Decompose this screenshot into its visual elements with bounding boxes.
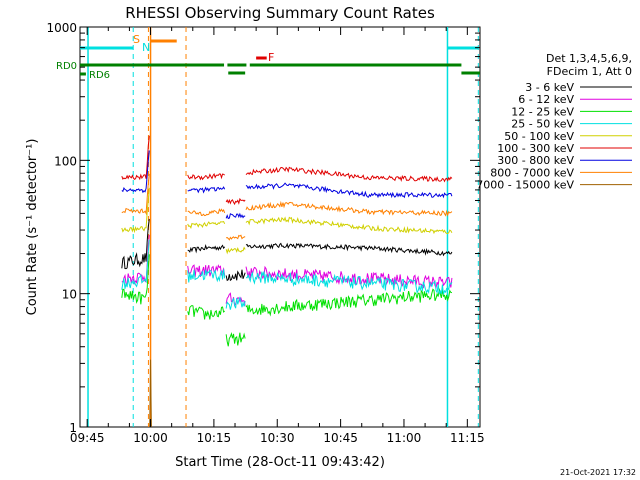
flag-s-label: S	[133, 33, 140, 46]
series-line	[225, 212, 246, 220]
flag-n-label: N	[142, 41, 150, 54]
series-line	[225, 296, 246, 310]
y-tick-label: 1000	[46, 21, 77, 35]
series-line	[121, 150, 150, 194]
y-axis-label: Count Rate (s⁻¹ detector⁻¹)	[25, 139, 40, 316]
legend-item-label: 300 - 800 keV	[497, 154, 574, 167]
legend-header-2: FDecim 1, Att 0	[547, 65, 632, 78]
y-tick-label: 10	[62, 288, 77, 302]
x-tick-label: 10:15	[197, 431, 232, 445]
series-line	[121, 218, 150, 270]
flag-rd6-label: RD6	[89, 70, 110, 81]
legend-header-1: Det 1,3,4,5,6,9,	[546, 52, 632, 65]
series-line	[187, 173, 225, 181]
y-tick-label: 100	[54, 154, 77, 168]
series-line	[225, 332, 246, 347]
legend-item-label: 6 - 12 keV	[518, 93, 574, 106]
series-line	[187, 269, 226, 283]
series-line	[187, 221, 226, 229]
x-tick-label: 09:45	[70, 431, 105, 445]
series-line	[245, 271, 453, 296]
series-line	[121, 254, 150, 305]
flag-f-label: F	[268, 51, 274, 64]
series-line	[245, 216, 453, 235]
series-line	[121, 187, 150, 234]
axis-ticks: 09:45 10:00 10:15 10:30 10:45 11:00 11:15 1 10 10…	[46, 21, 484, 445]
series-line	[245, 166, 453, 183]
x-axis-label: Start Time (28-Oct-11 09:43:42)	[175, 455, 385, 470]
series-line	[187, 186, 226, 194]
legend-item-label: 12 - 25 keV	[511, 105, 574, 118]
legend-item-label: 100 - 300 keV	[497, 142, 574, 155]
series-line	[187, 244, 226, 254]
y-tick-label: 1	[69, 421, 77, 435]
series-line	[225, 269, 246, 282]
series-line	[245, 182, 453, 199]
series-line	[245, 242, 453, 257]
legend: Det 1,3,4,5,6,9, FDecim 1, Att 0 3 - 6 k…	[476, 52, 632, 192]
legend-item-label: 25 - 50 keV	[511, 118, 574, 131]
timestamp: 21-Oct-2021 17:32	[560, 468, 636, 477]
series-line	[187, 304, 226, 320]
series-line	[121, 239, 150, 290]
legend-item-label: 800 - 7000 keV	[490, 166, 574, 179]
series-line	[226, 234, 246, 241]
x-tick-label: 10:30	[260, 431, 295, 445]
series-line	[225, 246, 246, 255]
x-tick-label: 10:00	[133, 431, 168, 445]
series-line	[225, 197, 246, 206]
series-line	[187, 208, 226, 217]
plot-area-frame	[79, 26, 481, 428]
flag-rd0-label: RD0	[56, 61, 77, 72]
legend-item-label: 7000 - 15000 keV	[476, 179, 574, 192]
series-line	[149, 359, 152, 427]
series-line	[245, 200, 453, 217]
series-line	[245, 288, 453, 317]
series-line	[121, 173, 150, 216]
series-group	[121, 135, 453, 427]
chart-title: RHESSI Observing Summary Count Rates	[125, 4, 435, 22]
x-tick-label: 10:45	[323, 431, 358, 445]
x-tick-label: 11:00	[387, 431, 422, 445]
x-tick-label: 11:15	[450, 431, 485, 445]
series-line	[121, 135, 150, 181]
legend-item-label: 50 - 100 keV	[504, 130, 574, 143]
legend-item-label: 3 - 6 keV	[525, 81, 574, 94]
flag-bars	[80, 27, 480, 427]
